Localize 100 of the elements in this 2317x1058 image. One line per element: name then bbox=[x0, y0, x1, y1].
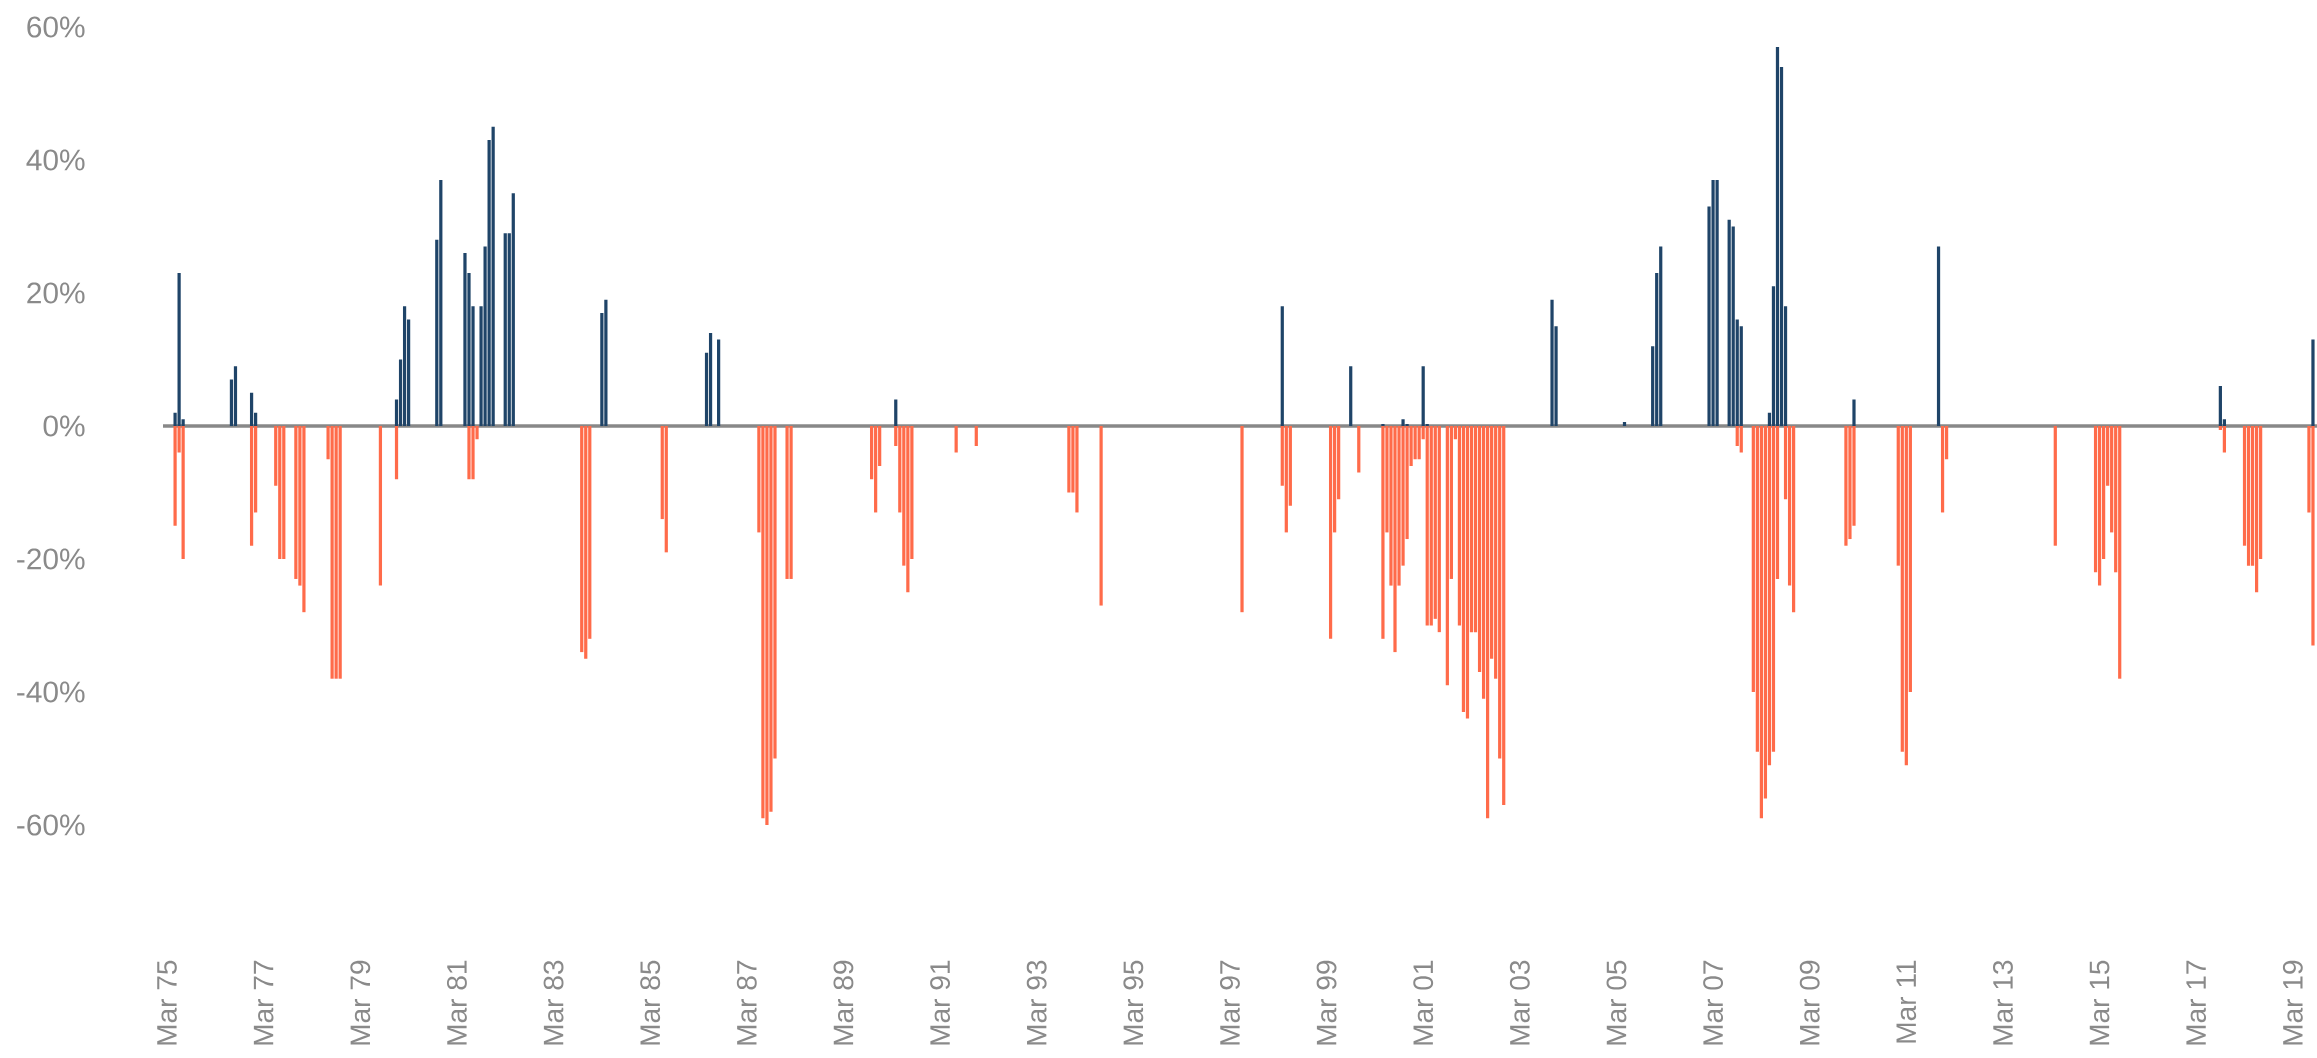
y-tick-label: 0% bbox=[43, 415, 85, 437]
bar bbox=[471, 426, 475, 480]
bar bbox=[894, 399, 898, 426]
bar bbox=[1099, 426, 1103, 606]
bar bbox=[378, 426, 383, 586]
bar bbox=[249, 392, 254, 426]
bar bbox=[282, 426, 286, 560]
x-tick-label: Mar 17 bbox=[2186, 960, 2207, 1045]
x-tick-label: Mar 89 bbox=[833, 960, 854, 1045]
bar bbox=[1328, 426, 1333, 639]
bar bbox=[467, 426, 471, 480]
bar bbox=[954, 426, 958, 453]
x-tick-label: Mar 97 bbox=[1220, 960, 1240, 1045]
bar bbox=[503, 233, 507, 426]
y-tick-label: 40% bbox=[26, 149, 85, 171]
bar bbox=[1622, 422, 1627, 426]
bar bbox=[1739, 426, 1743, 453]
bar bbox=[1852, 399, 1856, 426]
bar bbox=[1429, 426, 1433, 626]
bar bbox=[2311, 339, 2315, 426]
bar bbox=[1904, 426, 1908, 766]
x-tick-label: Mar 19 bbox=[2282, 960, 2303, 1045]
bar bbox=[330, 426, 334, 679]
bar bbox=[1401, 419, 1405, 426]
x-tick-label: Mar 77 bbox=[253, 960, 274, 1045]
bar bbox=[1393, 426, 1397, 653]
x-tick-label: Mar 75 bbox=[157, 960, 177, 1045]
bar bbox=[1445, 426, 1449, 686]
bar bbox=[2053, 426, 2057, 546]
bar bbox=[1759, 426, 1763, 819]
bar bbox=[1075, 426, 1079, 513]
bar bbox=[2118, 426, 2122, 679]
bar bbox=[2255, 426, 2259, 593]
bar bbox=[491, 126, 495, 426]
bar bbox=[785, 426, 789, 579]
x-tick-label: Mar 87 bbox=[736, 960, 757, 1045]
bar bbox=[789, 426, 793, 579]
y-tick-label: -40% bbox=[17, 681, 85, 703]
x-tick-label: Mar 01 bbox=[1413, 960, 1434, 1045]
x-tick-label: Mar 85 bbox=[640, 960, 661, 1045]
bar bbox=[2222, 426, 2227, 453]
bar bbox=[2246, 426, 2251, 566]
bar bbox=[249, 426, 254, 546]
bar bbox=[765, 426, 769, 826]
y-tick-label: -60% bbox=[17, 814, 85, 836]
bar bbox=[1775, 46, 1780, 426]
bar bbox=[1421, 366, 1425, 426]
bar bbox=[402, 306, 407, 426]
bar bbox=[1940, 426, 1945, 513]
bar bbox=[463, 253, 467, 426]
x-tick-label: Mar 09 bbox=[1799, 960, 1820, 1045]
x-tick-label: Mar 83 bbox=[543, 960, 564, 1045]
bar bbox=[874, 426, 878, 513]
x-tick-label: Mar 15 bbox=[2089, 960, 2110, 1045]
bar bbox=[278, 426, 282, 560]
bar bbox=[708, 332, 713, 426]
bar bbox=[1711, 179, 1715, 426]
bar bbox=[604, 299, 608, 426]
bar bbox=[584, 426, 588, 659]
bar bbox=[439, 179, 443, 426]
bar bbox=[394, 426, 399, 480]
bar bbox=[338, 426, 342, 679]
bar bbox=[1417, 426, 1421, 460]
bar bbox=[906, 426, 910, 593]
y-tick-label: 20% bbox=[27, 282, 85, 304]
bar bbox=[173, 426, 177, 526]
x-tick-label: Mar 95 bbox=[1123, 960, 1144, 1045]
x-tick-label: Mar 91 bbox=[930, 960, 951, 1045]
bar bbox=[1067, 426, 1071, 493]
bar bbox=[302, 426, 306, 613]
x-tick-label: Mar 81 bbox=[446, 960, 467, 1045]
x-tick-label: Mar 11 bbox=[1896, 960, 1917, 1043]
bar bbox=[664, 426, 668, 553]
bar bbox=[1425, 426, 1429, 626]
bar bbox=[717, 339, 721, 426]
bar bbox=[1240, 426, 1244, 613]
bar bbox=[1349, 366, 1353, 426]
bar bbox=[233, 366, 238, 426]
bar bbox=[1659, 246, 1663, 426]
bar bbox=[1284, 426, 1288, 533]
x-tick-label: Mar 13 bbox=[1993, 960, 2013, 1045]
bar bbox=[2218, 386, 2222, 426]
bar bbox=[1936, 246, 1941, 426]
x-tick-label: Mar 07 bbox=[1703, 960, 1724, 1045]
bar bbox=[1381, 426, 1385, 639]
bar bbox=[1844, 426, 1848, 546]
x-tick-label: Mar 93 bbox=[1026, 960, 1047, 1045]
bar bbox=[2097, 426, 2102, 586]
bar bbox=[974, 426, 978, 446]
bar bbox=[1486, 426, 1490, 819]
bar bbox=[1715, 179, 1719, 426]
bar bbox=[1465, 426, 1470, 719]
bar bbox=[177, 273, 181, 426]
x-tick-label: Mar 79 bbox=[350, 960, 371, 1045]
bar bbox=[1502, 426, 1506, 806]
bar bbox=[1280, 306, 1284, 426]
bar bbox=[1727, 219, 1731, 426]
bar bbox=[334, 426, 338, 679]
y-tick-label: 60% bbox=[27, 16, 85, 38]
bar bbox=[181, 426, 185, 560]
